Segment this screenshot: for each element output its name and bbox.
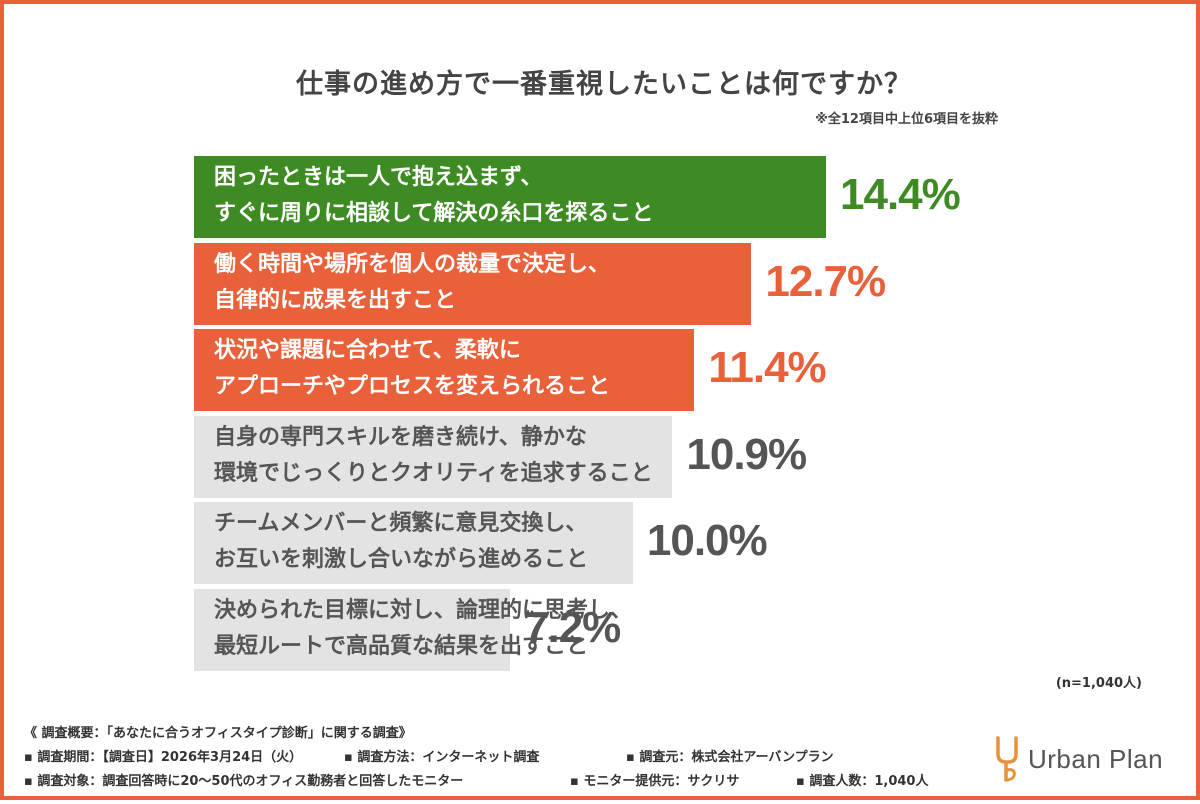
bar-1 (194, 156, 826, 238)
bar-label-line: 最短ルートで高品質な結果を出すこと (214, 633, 589, 659)
bar-label-line: 自身の専門スキルを磨き続け、静かな (214, 424, 587, 450)
urban-plan-logo: Urban Plan (994, 734, 1163, 784)
bar-label-4: 自身の専門スキルを磨き続け、静かな環境でじっくりとクオリティを追求すること (214, 420, 653, 492)
survey-period: ▪ 調査期間：【調査日】2026年3月24日（火） (24, 750, 303, 765)
bar-label-line: 困ったときは一人で抱え込まず、 (214, 165, 543, 190)
chart-note: ※全12項目中上位6項目を抜粋 (815, 112, 998, 127)
urban-plan-logo-mark (996, 736, 1018, 782)
bar-label-6: 決められた目標に対し、論理的に思考し、 最短ルートで高品質な結果を出すこと (214, 593, 632, 665)
bar-label-5: チームメンバーと頻繁に意見交換し、 お互いを刺激し合いながら進めること (214, 506, 588, 578)
bar-value-5: 10.0% (646, 516, 768, 565)
bar-label-3: 状況や課題に合わせて、柔軟にアプローチやプロセスを変えられること (214, 333, 610, 405)
survey-overview: 《 調査概要：「あなたに合うオフィスタイプ診断」に関する調査》 (24, 726, 412, 741)
bar-label-line: チームメンバーと頻繁に意見交換し、 (214, 511, 588, 536)
chart-title: 仕事の進め方で一番重視したいことは何ですか？ (296, 69, 912, 100)
bar-2 (194, 242, 752, 325)
bar-label-line: 環境でじっくりとクオリティを追求すること (214, 460, 653, 486)
bar-label-2: 働く時間や場所を個人の裁量で決定し、 自律的に成果を出すこと (214, 247, 610, 319)
bar-4 (194, 415, 673, 498)
monitor-provider: ▪ モニター提供元：サクリサ (570, 774, 740, 789)
survey-source: ▪ 調査元：株式会社アーバンプラン (626, 750, 834, 765)
bar-label-line: 状況や課題に合わせて、柔軟に (214, 338, 521, 363)
bar-3 (194, 329, 695, 411)
bar-value-4: 10.9% (686, 429, 807, 479)
bar-value-1: 14.4% (840, 170, 961, 219)
bar-6 (194, 588, 510, 671)
bar-label-line: お互いを刺激し合いながら進めること (214, 547, 589, 572)
survey-method: ▪ 調査方法：インターネット調査 (344, 750, 540, 765)
bar-label-line: アプローチやプロセスを変えられること (214, 374, 611, 399)
logo-text: Urban Plan (1028, 743, 1164, 774)
bar-5 (194, 502, 633, 584)
bar-value-6: 7.2% (524, 602, 621, 652)
bar-value-2: 12.7% (765, 256, 886, 306)
bar-label-line: 働く時間や場所を個人の裁量で決定し、 (214, 251, 611, 277)
bar-value-3: 11.4% (708, 343, 826, 392)
respondent-count: ▪ 調査人数：1,040人 (796, 774, 929, 789)
survey-target: ▪ 調査対象：調査回答時に20〜50代のオフィス勤務者と回答したモニター (24, 774, 464, 789)
bar-label-1: 困ったときは一人で抱え込まず、すぐに周りに相談して解決の糸口を探ること (214, 160, 653, 232)
bar-label-line: すぐに周りに相談して解決の糸口を探ること (214, 201, 654, 226)
bar-label-line: 自律的に成果を出すこと (214, 287, 457, 313)
bar-chart: 困ったときは一人で抱え込まず、すぐに周りに相談して解決の糸口を探ること 14.4%… (4, 4, 1200, 804)
sample-size: (n=1,040人) (1055, 676, 1142, 691)
bar-label-line: 決められた目標に対し、論理的に思考し、 (214, 597, 633, 623)
